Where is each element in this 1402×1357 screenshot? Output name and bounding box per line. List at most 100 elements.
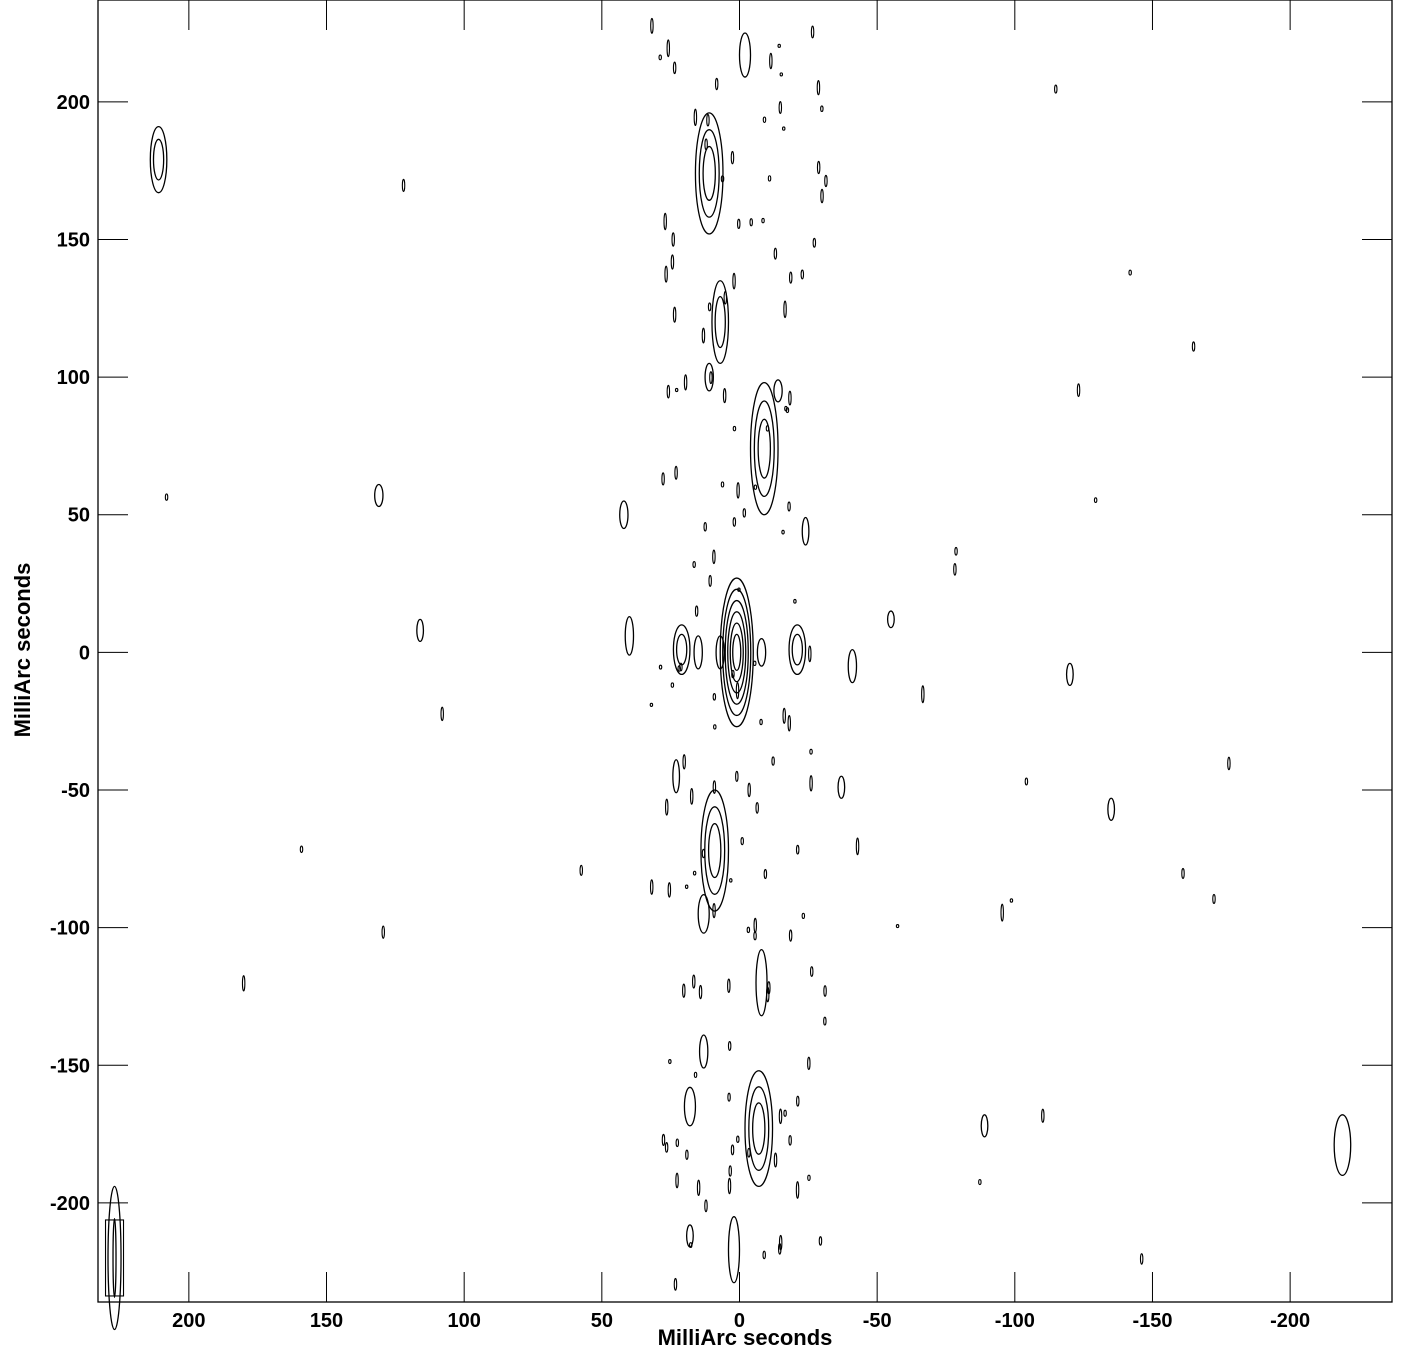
noise-contour [683, 374, 688, 391]
source-contour [683, 1086, 697, 1127]
noise-contour [809, 775, 813, 792]
noise-contour [781, 126, 786, 131]
source-contour [732, 633, 742, 672]
noise-contour [440, 706, 444, 722]
noise-contour [712, 903, 716, 919]
noise-contour [714, 77, 719, 91]
noise-contour [753, 931, 757, 941]
source-contour [744, 1070, 774, 1188]
x-tick-label: 0 [734, 1310, 745, 1332]
noise-contour [666, 384, 671, 399]
noise-contour [732, 272, 736, 290]
noise-contour [1181, 867, 1185, 880]
noise-contour [666, 39, 671, 58]
source-contour [847, 648, 858, 684]
source-contour [791, 633, 804, 666]
noise-contour [658, 664, 663, 670]
noise-contour [747, 782, 751, 798]
noise-contour [701, 848, 706, 859]
noise-contour [778, 101, 783, 115]
noise-contour [299, 845, 304, 854]
noise-contour [730, 150, 735, 165]
noise-contour [709, 371, 713, 385]
source-contour [886, 610, 895, 629]
noise-contour [746, 926, 751, 934]
noise-contour [692, 560, 696, 569]
noise-contour [778, 1108, 783, 1125]
noise-contour [809, 966, 814, 977]
noise-contour [698, 984, 703, 1000]
x-tick-label: -200 [1270, 1310, 1310, 1332]
noise-contour [816, 160, 821, 175]
noise-contour [796, 1095, 800, 1107]
x-tick-label: 50 [591, 1310, 613, 1332]
noise-contour [749, 218, 753, 227]
source-contour [756, 637, 767, 667]
noise-contour [675, 1172, 679, 1189]
noise-contour [670, 254, 675, 270]
noise-contour [895, 924, 900, 929]
noise-contour [736, 218, 741, 230]
y-tick-label: 150 [57, 229, 90, 251]
noise-contour [771, 756, 775, 766]
x-tick-label: -100 [995, 1310, 1035, 1332]
source-contour [719, 577, 754, 728]
noise-contour [742, 508, 747, 518]
source-contour [672, 624, 691, 676]
noise-contour [753, 917, 757, 933]
x-tick-label: -150 [1132, 1310, 1172, 1332]
noise-contour [664, 798, 669, 816]
beam-ellipse [107, 1185, 122, 1331]
noise-contour [704, 138, 708, 151]
noise-contour [672, 306, 677, 323]
noise-contour [735, 770, 739, 783]
noise-contour [667, 882, 672, 898]
noise-contour [778, 1234, 783, 1251]
noise-contour [728, 1165, 732, 1177]
y-tick-label: 100 [57, 367, 90, 389]
noise-contour [685, 1149, 689, 1160]
noise-contour [670, 682, 675, 688]
noise-contour [788, 929, 793, 942]
source-contour [624, 615, 635, 656]
noise-contour [755, 802, 759, 814]
noise-contour [795, 1181, 800, 1199]
noise-contour [693, 1071, 698, 1078]
noise-contour [668, 1059, 672, 1065]
source-contour [149, 125, 168, 194]
noise-contour [720, 175, 725, 183]
noise-contour [381, 925, 385, 939]
noise-contour [401, 178, 406, 193]
noise-contour [1054, 84, 1058, 94]
noise-contour [788, 271, 793, 284]
source-contour [729, 622, 744, 683]
noise-contour [793, 598, 797, 604]
noise-contour [1139, 1253, 1144, 1265]
noise-contour [752, 660, 757, 667]
noise-contour [788, 390, 792, 406]
source-contour [711, 280, 730, 364]
noise-contour [723, 290, 728, 305]
noise-contour [787, 501, 791, 512]
noise-contour [729, 878, 733, 883]
noise-contour [769, 52, 773, 70]
source-contour [748, 1086, 770, 1171]
noise-contour-layer [164, 17, 1231, 1291]
noise-contour [788, 1134, 792, 1146]
noise-contour [579, 864, 584, 876]
noise-contour [795, 844, 800, 855]
noise-contour [674, 387, 679, 393]
noise-contour [649, 879, 654, 895]
noise-contour [731, 669, 735, 679]
source-contour [788, 624, 807, 676]
noise-contour [762, 116, 767, 123]
noise-contour [1041, 1108, 1045, 1123]
noise-contour [701, 327, 706, 344]
source-contour [694, 112, 724, 235]
source-contour [749, 381, 779, 516]
beam-box [104, 1185, 125, 1331]
source-contour [1107, 797, 1116, 821]
noise-contour [692, 870, 697, 876]
y-tick-label: 50 [68, 505, 90, 527]
